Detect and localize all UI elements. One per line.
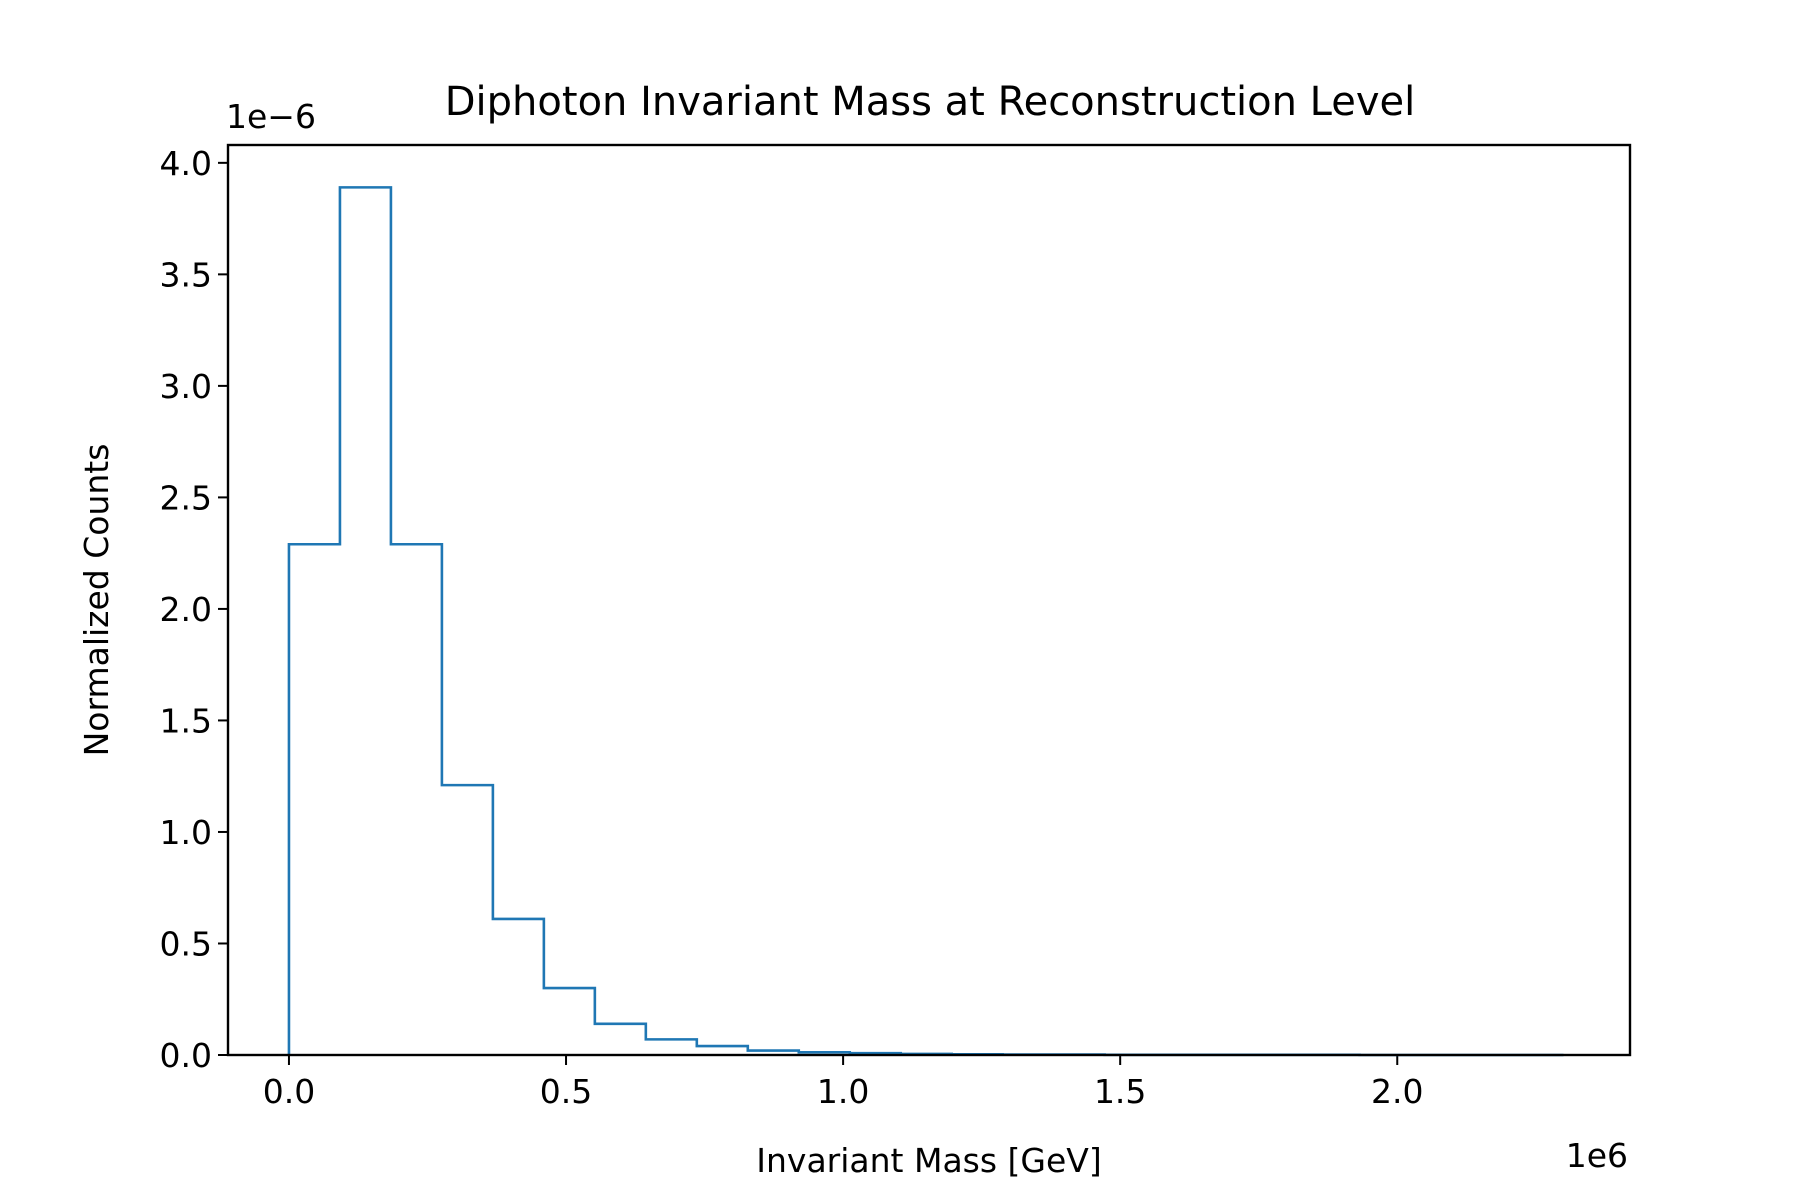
y-tick-label: 2.0 — [160, 590, 212, 629]
y-axis-label: Normalized Counts — [77, 444, 116, 757]
x-axis-label: Invariant Mass [GeV] — [756, 1141, 1101, 1180]
y-tick-label: 0.5 — [160, 924, 212, 963]
x-tick-label: 0.0 — [263, 1072, 315, 1111]
y-axis-ticks: 0.0 0.5 1.0 1.5 2.0 2.5 3.0 3.5 4.0 — [160, 144, 228, 1075]
y-tick-label: 3.0 — [160, 367, 212, 406]
y-tick-label: 4.0 — [160, 144, 212, 183]
x-tick-label: 1.5 — [1094, 1072, 1146, 1111]
y-tick-label: 3.5 — [160, 255, 212, 294]
x-axis-ticks: 0.0 0.5 1.0 1.5 2.0 — [263, 1055, 1423, 1111]
y-tick-label: 0.0 — [160, 1036, 212, 1075]
x-tick-label: 1.0 — [817, 1072, 869, 1111]
histogram-step-line — [287, 186, 1564, 1057]
y-tick-label: 1.5 — [160, 701, 212, 740]
x-tick-label: 2.0 — [1371, 1072, 1423, 1111]
x-tick-label: 0.5 — [540, 1072, 592, 1111]
y-tick-label: 2.5 — [160, 478, 212, 517]
x-offset-label: 1e6 — [1566, 1136, 1628, 1175]
plot-frame — [226, 143, 1632, 1057]
chart-title: Diphoton Invariant Mass at Reconstructio… — [445, 79, 1416, 125]
y-offset-label: 1e−6 — [226, 97, 316, 136]
y-tick-label: 1.0 — [160, 813, 212, 852]
